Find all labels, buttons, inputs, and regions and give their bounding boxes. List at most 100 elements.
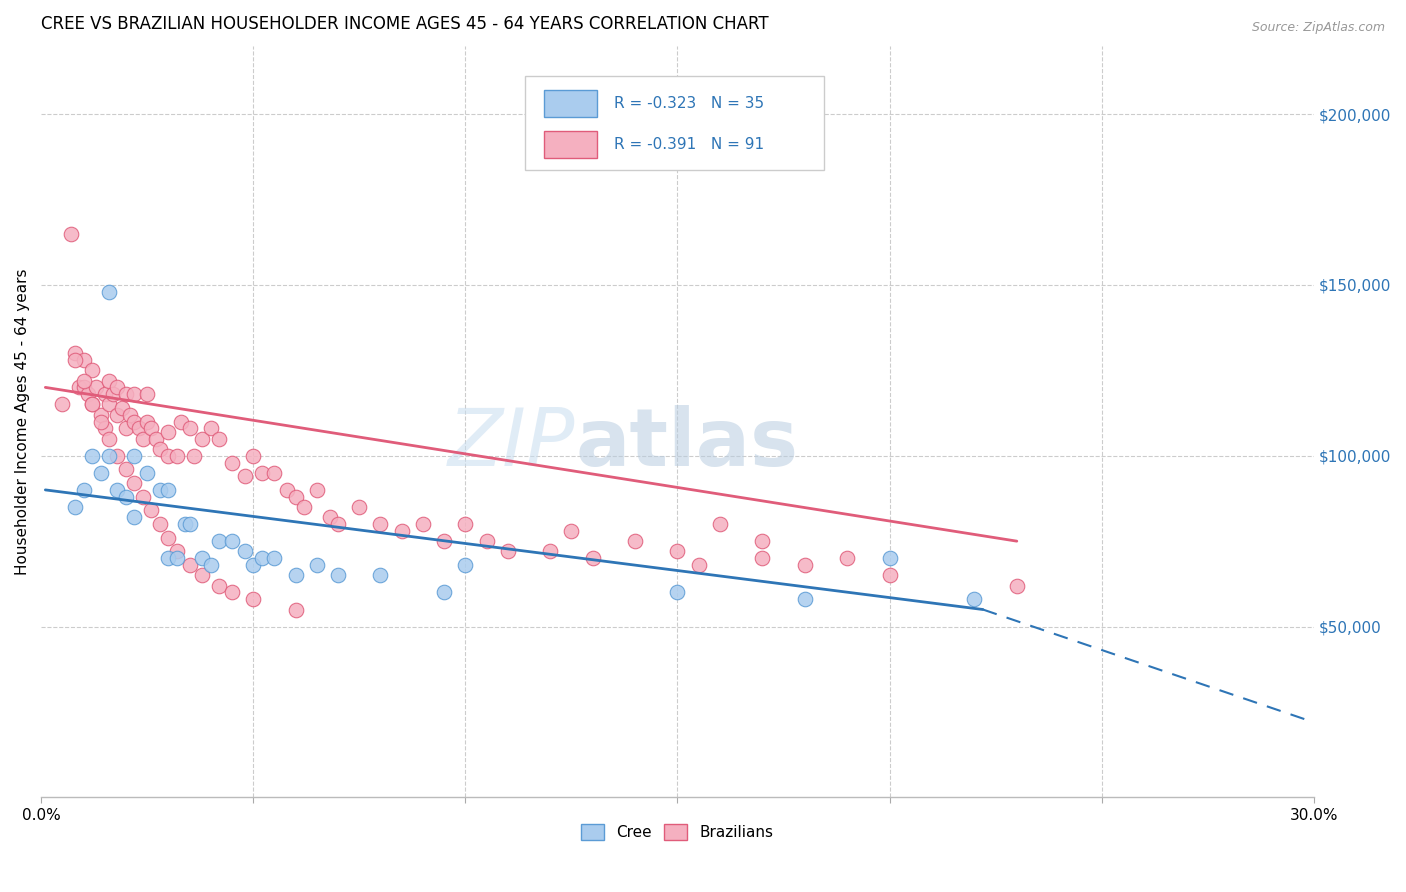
Text: R = -0.323   N = 35: R = -0.323 N = 35: [614, 96, 763, 111]
Point: [93, 387, 115, 401]
Point: [305, 558, 328, 572]
Point: [72, 353, 94, 368]
Point: [191, 568, 214, 582]
Point: [250, 466, 273, 480]
FancyBboxPatch shape: [544, 131, 598, 159]
Point: [80, 397, 103, 411]
Point: [179, 558, 201, 572]
Point: [179, 517, 201, 532]
Point: [124, 387, 146, 401]
Point: [191, 551, 214, 566]
Point: [233, 544, 256, 558]
Point: [292, 500, 315, 514]
Point: [433, 585, 456, 599]
Point: [80, 397, 103, 411]
Point: [793, 592, 815, 607]
Point: [128, 421, 150, 435]
Point: [170, 415, 193, 429]
Point: [751, 534, 773, 549]
Point: [89, 466, 111, 480]
FancyBboxPatch shape: [524, 76, 824, 169]
Point: [141, 421, 163, 435]
Point: [107, 483, 129, 497]
Point: [250, 551, 273, 566]
Point: [200, 421, 222, 435]
Point: [63, 353, 86, 368]
Point: [136, 415, 159, 429]
Point: [208, 534, 231, 549]
Point: [63, 500, 86, 514]
Point: [51, 397, 73, 411]
Point: [370, 517, 392, 532]
Point: [496, 544, 519, 558]
Point: [174, 517, 197, 532]
Point: [107, 449, 129, 463]
Point: [157, 551, 180, 566]
FancyBboxPatch shape: [544, 90, 598, 117]
Point: [560, 524, 582, 538]
Point: [98, 285, 121, 299]
Point: [72, 380, 94, 394]
Point: [72, 374, 94, 388]
Point: [103, 387, 125, 401]
Point: [80, 449, 103, 463]
Point: [111, 401, 134, 415]
Point: [391, 524, 413, 538]
Point: [115, 490, 138, 504]
Point: [581, 551, 603, 566]
Point: [263, 466, 285, 480]
Point: [98, 432, 121, 446]
Point: [72, 483, 94, 497]
Point: [93, 421, 115, 435]
Point: [149, 517, 172, 532]
Point: [76, 387, 98, 401]
Point: [412, 517, 434, 532]
Point: [98, 397, 121, 411]
Point: [157, 425, 180, 439]
Point: [1005, 578, 1028, 592]
Point: [837, 551, 859, 566]
Point: [433, 534, 456, 549]
Point: [454, 558, 477, 572]
Point: [84, 380, 107, 394]
Point: [115, 387, 138, 401]
Point: [124, 415, 146, 429]
Point: [80, 363, 103, 377]
Point: [124, 510, 146, 524]
Point: [107, 408, 129, 422]
Point: [63, 346, 86, 360]
Y-axis label: Householder Income Ages 45 - 64 years: Householder Income Ages 45 - 64 years: [15, 268, 30, 574]
Point: [326, 517, 349, 532]
Point: [157, 531, 180, 545]
Point: [349, 500, 371, 514]
Point: [318, 510, 340, 524]
Point: [149, 483, 172, 497]
Point: [166, 544, 188, 558]
Point: [284, 602, 307, 616]
Point: [666, 544, 689, 558]
Point: [208, 432, 231, 446]
Point: [136, 387, 159, 401]
Point: [157, 449, 180, 463]
Text: R = -0.391   N = 91: R = -0.391 N = 91: [614, 137, 763, 153]
Point: [370, 568, 392, 582]
Point: [326, 568, 349, 582]
Point: [963, 592, 986, 607]
Point: [454, 517, 477, 532]
Point: [145, 432, 167, 446]
Point: [221, 534, 243, 549]
Point: [242, 449, 264, 463]
Text: ZIP: ZIP: [449, 405, 575, 483]
Point: [107, 380, 129, 394]
Point: [89, 415, 111, 429]
Point: [709, 517, 731, 532]
Point: [157, 483, 180, 497]
Point: [141, 503, 163, 517]
Point: [132, 432, 155, 446]
Point: [242, 592, 264, 607]
Point: [879, 568, 901, 582]
Point: [208, 578, 231, 592]
Text: atlas: atlas: [575, 405, 799, 483]
Point: [136, 466, 159, 480]
Point: [59, 227, 82, 241]
